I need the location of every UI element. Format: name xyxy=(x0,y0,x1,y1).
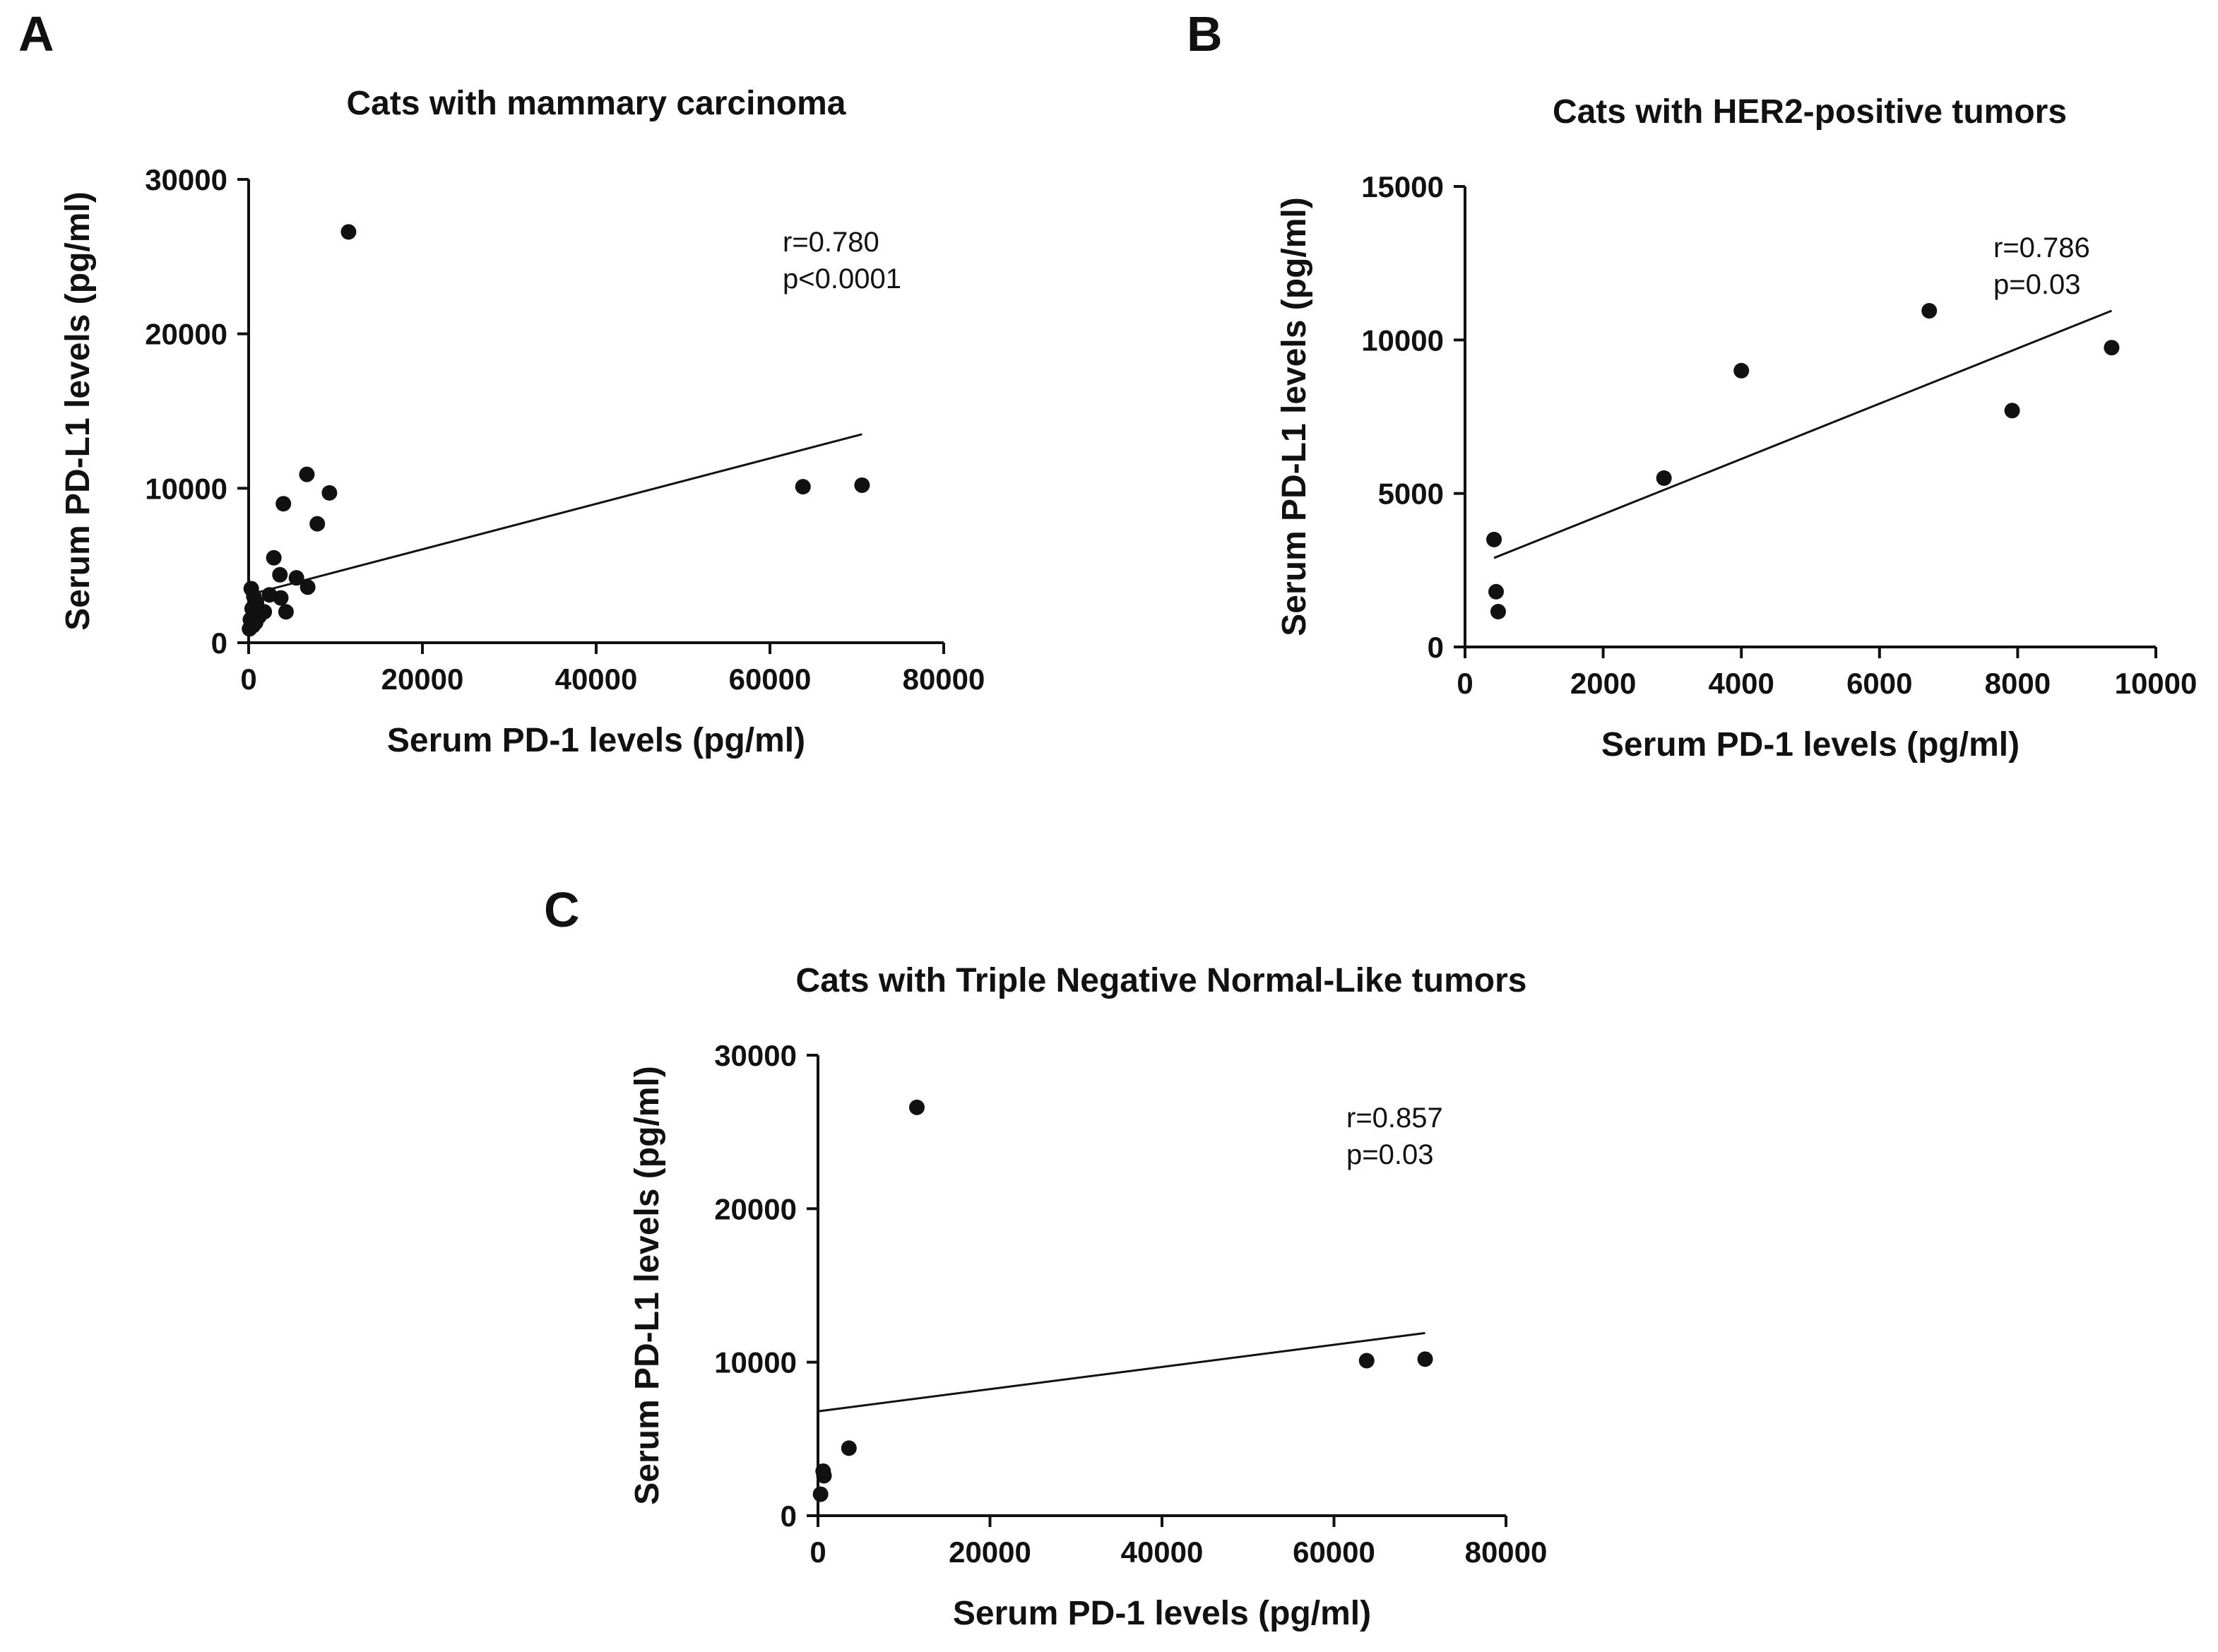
panel-b-data-point xyxy=(2104,340,2120,356)
panel-b-x-axis-label: Serum PD-1 levels (pg/ml) xyxy=(1601,726,2020,763)
panel-c-x-tick-label: 0 xyxy=(809,1535,826,1569)
panel-b-letter: B xyxy=(1187,6,1223,61)
panel-b-data-point xyxy=(1486,531,1502,547)
panel-b-annotation-r: r=0.786 xyxy=(1993,232,2090,263)
panel-c-title: Cats with Triple Negative Normal-Like tu… xyxy=(796,962,1527,999)
panel-a-x-axis-label: Serum PD-1 levels (pg/ml) xyxy=(387,722,805,759)
panel-a-data-point xyxy=(300,579,316,595)
panel-a-data-point xyxy=(278,604,294,620)
panel-c-y-axis-label: Serum PD-L1 levels (pg/ml) xyxy=(629,1066,666,1505)
panel-a-y-tick-label: 10000 xyxy=(145,472,227,505)
panel-a-x-tick-label: 0 xyxy=(240,662,256,696)
panel-b-data-point xyxy=(1733,362,1750,379)
panel-a-data-point xyxy=(321,485,338,501)
panel-c-y-tick-label: 0 xyxy=(781,1499,797,1533)
panel-b-y-tick-label: 15000 xyxy=(1361,170,1444,203)
panel-c-x-axis-label: Serum PD-1 levels (pg/ml) xyxy=(953,1595,1371,1632)
panel-a-y-axis-label: Serum PD-L1 levels (pg/ml) xyxy=(59,191,97,631)
panel-a-data-point xyxy=(275,496,292,512)
panel-b-x-tick-label: 6000 xyxy=(1846,667,1912,700)
panel-b-x-tick-label: 0 xyxy=(1457,667,1473,700)
panel-c-x-tick-label: 40000 xyxy=(1121,1535,1204,1569)
panel-a-data-point xyxy=(299,466,315,482)
panel-a-x-tick-label: 20000 xyxy=(381,662,464,696)
panel-b-data-point xyxy=(1488,583,1505,600)
panel-a-data-point xyxy=(288,570,304,586)
panel-a-data-point xyxy=(273,590,289,606)
panel-a-annotation-r: r=0.780 xyxy=(783,227,879,258)
panel-a-y-tick-label: 0 xyxy=(211,626,227,660)
panel-a-data-point xyxy=(854,477,870,493)
panel-a-y-tick-label: 30000 xyxy=(145,163,227,196)
panel-c-data-point xyxy=(909,1099,925,1115)
panel-b-data-point xyxy=(1490,604,1506,620)
panel-b-x-tick-label: 2000 xyxy=(1570,667,1636,700)
panel-a-data-point xyxy=(242,621,258,637)
panel-a-regression-line xyxy=(248,433,862,596)
panel-b-annotation-p: p=0.03 xyxy=(1993,269,2080,300)
panel-c-y-tick-label: 30000 xyxy=(714,1039,797,1072)
panel-a-y-tick-label: 20000 xyxy=(145,318,227,351)
panel-a-annotation-p: p<0.0001 xyxy=(783,263,901,295)
panel-b-data-point xyxy=(2004,403,2020,419)
panel-b-y-tick-label: 0 xyxy=(1428,631,1444,664)
panel-c-y-tick-label: 10000 xyxy=(714,1346,797,1379)
panel-b-data-point xyxy=(1656,470,1672,486)
panel-c-annotation-r: r=0.857 xyxy=(1346,1103,1443,1134)
panel-a-data-point xyxy=(272,566,288,583)
panel-c-y-tick-label: 20000 xyxy=(714,1192,797,1225)
panel-b-title: Cats with HER2-positive tumors xyxy=(1553,93,2067,131)
panel-c-x-tick-label: 20000 xyxy=(949,1535,1031,1569)
panel-c-data-point xyxy=(812,1486,829,1502)
panel-c-data-point xyxy=(816,1468,832,1484)
panel-a-data-point xyxy=(309,516,326,532)
panel-a-x-tick-label: 60000 xyxy=(729,662,812,696)
panel-b-x-tick-label: 8000 xyxy=(1985,667,2051,700)
panel-c-data-point xyxy=(1358,1353,1375,1369)
panel-b-x-tick-label: 10000 xyxy=(2115,667,2198,700)
panel-b-data-point xyxy=(1921,303,1938,319)
panel-c-letter: C xyxy=(544,882,580,937)
panel-c-data-point xyxy=(841,1440,857,1456)
panel-b-y-tick-label: 10000 xyxy=(1361,323,1444,357)
panel-b-x-tick-label: 4000 xyxy=(1708,667,1774,700)
panel-c-annotation-p: p=0.03 xyxy=(1346,1139,1433,1170)
panel-c-x-tick-label: 80000 xyxy=(1465,1535,1548,1569)
panel-b-y-axis-label: Serum PD-L1 levels (pg/ml) xyxy=(1276,197,1313,636)
panel-a-letter: A xyxy=(18,6,54,61)
panel-a-data-point xyxy=(340,224,357,240)
panel-a-data-point xyxy=(795,479,811,495)
panel-b-regression-line xyxy=(1493,309,2112,559)
panel-a-title: Cats with mammary carcinoma xyxy=(347,85,846,122)
panel-a-x-tick-label: 80000 xyxy=(903,662,985,696)
panel-b-y-tick-label: 5000 xyxy=(1378,477,1444,511)
panel-c-regression-line xyxy=(817,1331,1425,1413)
panel-c-x-tick-label: 60000 xyxy=(1293,1535,1375,1569)
panel-c-data-point xyxy=(1417,1351,1433,1367)
panel-a-data-point xyxy=(266,549,282,566)
panel-a-x-tick-label: 40000 xyxy=(555,662,638,696)
